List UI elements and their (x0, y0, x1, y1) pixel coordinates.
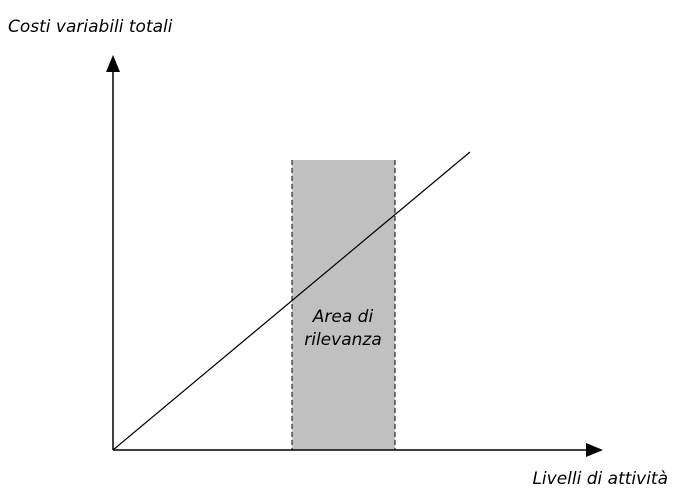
x-axis-arrow (586, 443, 603, 457)
relevance-area (292, 160, 395, 450)
x-axis-label: Livelli di attività (532, 469, 668, 489)
y-axis-arrow (106, 55, 120, 72)
y-axis-label: Costi variabili totali (8, 17, 173, 37)
cost-line (112, 151, 471, 451)
area-label: rilevanza (304, 330, 382, 350)
area-label: Area di (312, 307, 374, 327)
